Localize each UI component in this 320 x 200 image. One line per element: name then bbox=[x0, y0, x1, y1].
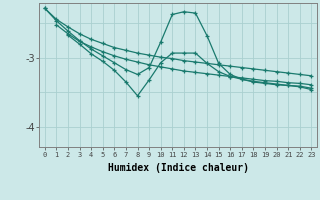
X-axis label: Humidex (Indice chaleur): Humidex (Indice chaleur) bbox=[108, 163, 249, 173]
